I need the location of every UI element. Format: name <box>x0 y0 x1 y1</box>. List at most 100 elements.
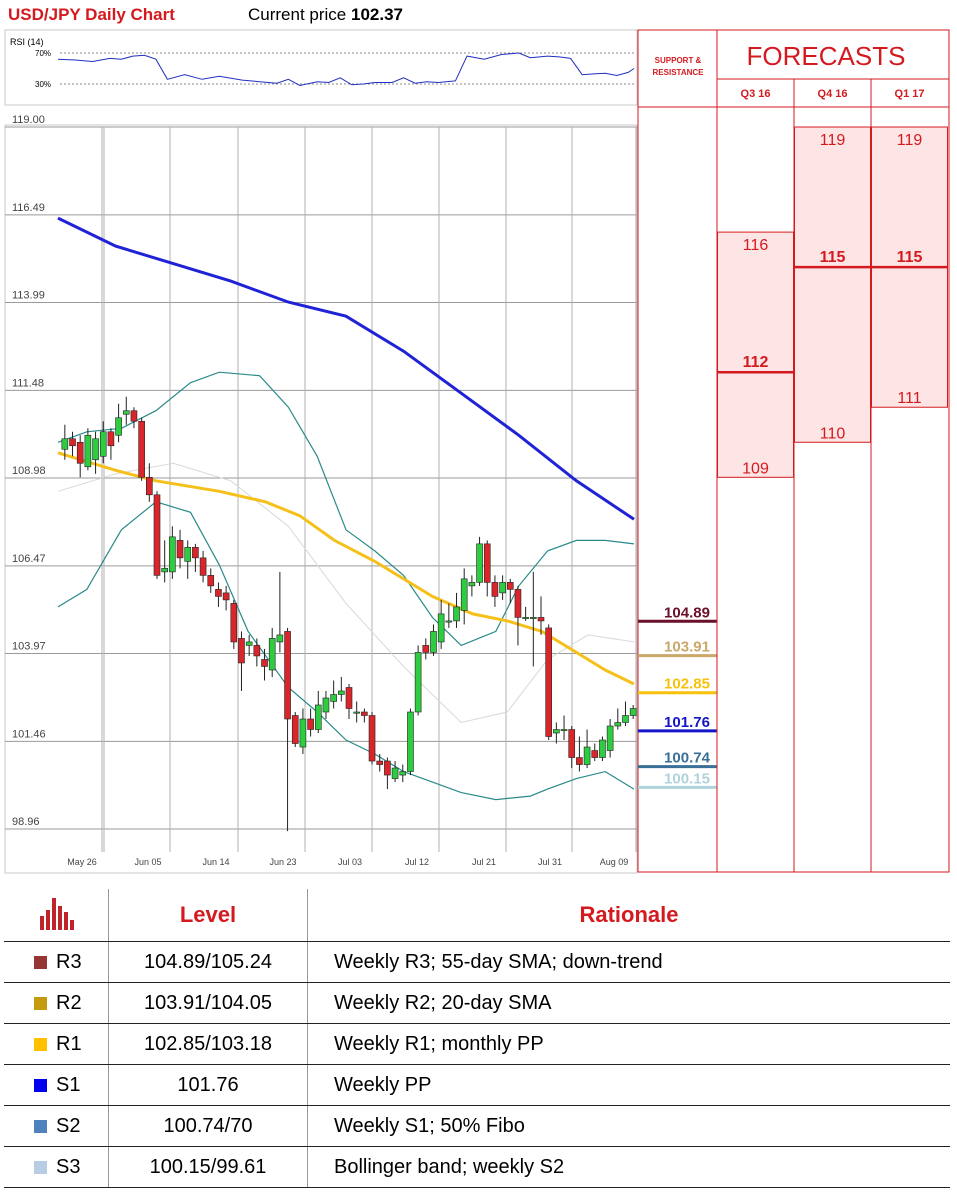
level-color-swatch <box>34 996 47 1010</box>
candle <box>161 540 168 583</box>
y-tick-label: 101.46 <box>12 728 46 740</box>
candle <box>138 417 145 481</box>
level-code-cell: S3 <box>4 1146 109 1188</box>
sr-level: 100.15 <box>638 770 717 789</box>
bollinger-middle-line <box>57 462 635 724</box>
x-tick-label: May 26 <box>67 857 97 867</box>
sr-level-value: 100.15 <box>664 770 710 787</box>
sr-level: 103.91 <box>638 639 717 658</box>
forecast-mid: 112 <box>743 354 769 371</box>
x-tick-label: Jun 14 <box>202 857 229 867</box>
level-color-swatch <box>34 955 47 969</box>
forecast-low: 110 <box>820 425 846 442</box>
levels-table: Level Rationale R3 104.89/105.24 Weekly R3… <box>4 889 950 1188</box>
level-rationale: Weekly R1; monthly PP <box>307 1023 950 1065</box>
table-row: S3 100.15/99.61 Bollinger band; weekly S2 <box>4 1146 950 1188</box>
candle <box>514 585 522 646</box>
candle <box>76 435 84 478</box>
y-tick-label: 108.98 <box>12 465 46 477</box>
level-value: 103.91/104.05 <box>108 982 308 1024</box>
sr-level-value: 100.74 <box>664 750 711 767</box>
candle <box>622 701 629 727</box>
candle <box>99 421 107 464</box>
sma55-line <box>57 216 635 521</box>
candle <box>291 712 299 748</box>
x-tick-label: Jul 31 <box>538 857 562 867</box>
forecast-high: 119 <box>820 132 846 149</box>
x-tick-label: Jul 12 <box>405 857 429 867</box>
support-resistance-header-line2: RESISTANCE <box>653 68 705 77</box>
candle <box>115 403 122 443</box>
rsi-70-label: 70% <box>35 49 51 58</box>
level-value: 101.76 <box>108 1064 308 1106</box>
candle <box>483 540 491 597</box>
candle <box>629 704 637 720</box>
candle <box>314 690 322 734</box>
grid <box>5 126 637 852</box>
rsi-line <box>57 52 635 87</box>
bar-chart-icon <box>40 898 74 930</box>
forecast-column: Q1 17 119 115 111 <box>870 79 948 872</box>
level-color-swatch <box>34 1160 47 1174</box>
candle <box>506 578 514 604</box>
candle <box>560 715 568 741</box>
candle <box>299 708 307 755</box>
candle <box>591 743 599 762</box>
y-tick-label: 119.00 <box>12 114 45 126</box>
forecast-mid: 115 <box>897 249 923 266</box>
current-price-label: Current price <box>248 5 347 24</box>
bollinger-lower-band <box>57 501 635 801</box>
level-color-swatch <box>34 1037 47 1051</box>
candle <box>169 526 176 579</box>
candle <box>107 428 115 460</box>
candle <box>245 634 253 656</box>
x-tick-label: Jun 05 <box>134 857 161 867</box>
forecast-low: 109 <box>742 460 769 477</box>
candle <box>614 708 622 730</box>
quarter-label: Q4 16 <box>818 88 848 100</box>
candle <box>69 431 76 457</box>
level-code-cell: R3 <box>4 941 109 983</box>
candle <box>238 631 245 691</box>
support-resistance-column <box>637 29 718 873</box>
rsi-label: RSI (14) <box>10 37 44 47</box>
candle <box>92 431 99 474</box>
candle <box>391 761 399 783</box>
sr-levels: 104.89 103.91 102.85 101.76 100.74 100.15 <box>638 604 717 789</box>
sr-level-value: 104.89 <box>664 604 710 621</box>
candle <box>583 729 591 769</box>
candle <box>491 575 499 607</box>
candle <box>407 708 414 776</box>
candle <box>422 638 430 660</box>
y-tick-label: 98.96 <box>12 816 40 828</box>
candle <box>192 543 199 572</box>
level-color-swatch <box>34 1119 47 1133</box>
bollinger-upper-band <box>57 371 635 647</box>
forecast-high: 119 <box>897 132 923 149</box>
forecast-range <box>794 126 871 443</box>
candle <box>130 407 138 429</box>
level-rationale: Weekly R3; 55-day SMA; down-trend <box>307 941 950 983</box>
candle <box>499 575 506 600</box>
candle <box>215 582 222 607</box>
level-code: S1 <box>56 1073 81 1096</box>
forecast-columns: Q3 16 116 112 109 Q4 16 119 115 110 Q1 17 119 115 1… <box>717 79 948 872</box>
x-tick-label: Jun 23 <box>269 857 296 867</box>
x-tick-label: Jul 03 <box>338 857 362 867</box>
y-tick-label: 106.47 <box>12 553 46 565</box>
y-tick-label: 113.99 <box>12 290 45 302</box>
candle <box>553 722 560 744</box>
candle <box>338 676 345 702</box>
level-code: S2 <box>56 1114 81 1137</box>
candle <box>445 603 453 628</box>
level-value: 100.15/99.61 <box>108 1146 308 1188</box>
candle <box>307 708 314 737</box>
sr-level-value: 103.91 <box>664 639 710 656</box>
x-tick-label: Aug 09 <box>600 857 629 867</box>
candle <box>322 690 330 720</box>
candle <box>460 568 468 625</box>
level-code: R3 <box>56 950 82 973</box>
quarter-label: Q3 16 <box>741 88 771 100</box>
y-tick-label: 103.97 <box>12 641 46 653</box>
table-row: R3 104.89/105.24 Weekly R3; 55-day SMA; do… <box>4 941 950 983</box>
